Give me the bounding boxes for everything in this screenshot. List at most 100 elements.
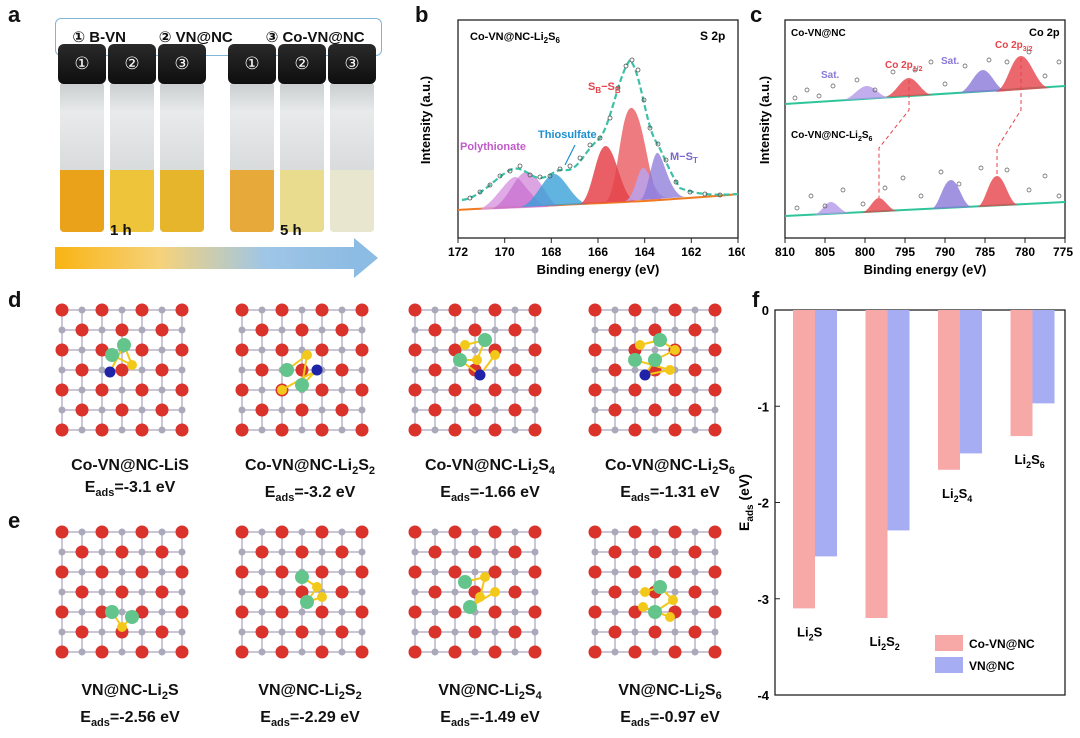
nitrogen-atom	[488, 565, 502, 579]
vanadium-atom	[691, 386, 699, 394]
nitrogen-atom	[408, 645, 422, 659]
caption-energy: Eads=-3.2 eV	[264, 484, 356, 505]
caption-d-2: Co-VN@NC-Li2S2 Eads=-3.2 eV	[210, 455, 410, 509]
vanadium-atom	[358, 406, 366, 414]
nitrogen-atom	[235, 605, 249, 619]
vanadium-atom	[298, 648, 306, 656]
nitrogen-atom	[175, 605, 189, 619]
nitrogen-atom	[115, 323, 129, 337]
nitrogen-atom	[135, 423, 149, 437]
category-label: Li2S2	[870, 634, 900, 652]
vanadium-atom	[238, 548, 246, 556]
vanadium-atom	[531, 548, 539, 556]
lithium-atom	[653, 333, 667, 347]
sulfur-atom	[277, 385, 287, 395]
sulfur-atom	[460, 340, 470, 350]
lithium-atom	[463, 600, 477, 614]
sulfur-atom	[668, 595, 678, 605]
vanadium-atom	[138, 366, 146, 374]
nitrogen-atom	[668, 565, 682, 579]
vanadium-atom	[358, 366, 366, 374]
vanadium-atom	[471, 306, 479, 314]
nitrogen-atom	[408, 605, 422, 619]
nitrogen-atom	[428, 625, 442, 639]
vial-cap: ③	[158, 44, 206, 84]
vanadium-atom	[471, 346, 479, 354]
vanadium-atom	[531, 628, 539, 636]
caption-formula: VN@NC-Li2S	[81, 682, 179, 703]
nitrogen-atom	[175, 565, 189, 579]
vanadium-atom	[298, 306, 306, 314]
bar-Li2S4-VN@NC	[960, 310, 982, 454]
x-tick-label: 780	[1015, 245, 1035, 259]
vanadium-atom	[431, 426, 439, 434]
nitrogen-atom	[275, 525, 289, 539]
sulfur-atom	[640, 587, 650, 597]
nitrogen-atom	[508, 545, 522, 559]
vanadium-atom	[178, 366, 186, 374]
sulfur-atom	[475, 592, 485, 602]
nitrogen-atom	[628, 605, 642, 619]
nitrogen-atom	[75, 625, 89, 639]
nitrogen-atom	[315, 343, 329, 357]
nitrogen-atom	[408, 343, 422, 357]
vanadium-atom	[531, 366, 539, 374]
nitrogen-atom	[275, 343, 289, 357]
vanadium-atom	[651, 386, 659, 394]
panel-label-b: b	[415, 2, 429, 27]
vanadium-atom	[631, 366, 639, 374]
nitrogen-atom	[135, 645, 149, 659]
nitrogen-atom	[315, 645, 329, 659]
sulfur-atom	[638, 602, 648, 612]
lithium-atom	[478, 333, 492, 347]
nitrogen-atom	[528, 605, 542, 619]
nitrogen-atom	[175, 303, 189, 317]
vanadium-atom	[711, 588, 719, 596]
vial-liquid	[280, 170, 324, 232]
vanadium-atom	[591, 326, 599, 334]
nitrogen-atom	[135, 565, 149, 579]
nitrogen-atom	[75, 403, 89, 417]
nitrogen-atom	[688, 625, 702, 639]
sulfur-atom	[665, 365, 675, 375]
panel-label-d: d	[8, 287, 22, 312]
nitrogen-atom	[155, 323, 169, 337]
vial: ③	[158, 44, 206, 232]
nitrogen-atom	[255, 323, 269, 337]
region-label: Co 2p	[1029, 27, 1060, 39]
vanadium-atom	[338, 346, 346, 354]
region-label: S 2p	[700, 29, 725, 43]
nitrogen-atom	[628, 645, 642, 659]
bar-Li2S6-VN@NC	[1032, 310, 1055, 404]
label-sat-1: Sat.	[821, 70, 840, 81]
lithium-atom	[105, 348, 119, 362]
vanadium-atom	[138, 588, 146, 596]
adsorption-structure	[235, 525, 369, 659]
vial-liquid	[110, 170, 154, 232]
nitrogen-atom	[275, 645, 289, 659]
adsorption-structure	[235, 303, 369, 437]
nitrogen-atom	[75, 363, 89, 377]
nitrogen-atom	[448, 525, 462, 539]
nitrogen-atom	[528, 565, 542, 579]
x-tick-label: 160	[728, 245, 745, 259]
vanadium-atom	[471, 386, 479, 394]
caption-energy: Eads=-1.31 eV	[620, 484, 720, 505]
adsorption-structure	[408, 303, 542, 437]
bar-Li2S-Co-VN@NC	[793, 310, 815, 609]
vanadium-atom	[611, 568, 619, 576]
nitrogen-atom	[355, 423, 369, 437]
legend-item-covnnc: ③ Co-VN@NC	[265, 29, 365, 46]
lithium-atom	[653, 580, 667, 594]
nitrogen-atom	[408, 565, 422, 579]
nitrogen-atom	[175, 423, 189, 437]
x-tick-label: 162	[681, 245, 701, 259]
vanadium-atom	[431, 608, 439, 616]
nitrogen-atom	[335, 363, 349, 377]
nitrogen-atom	[488, 303, 502, 317]
nitrogen-atom	[488, 383, 502, 397]
vanadium-atom	[691, 426, 699, 434]
vanadium-atom	[511, 426, 519, 434]
vanadium-atom	[691, 608, 699, 616]
nitrogen-atom	[355, 525, 369, 539]
